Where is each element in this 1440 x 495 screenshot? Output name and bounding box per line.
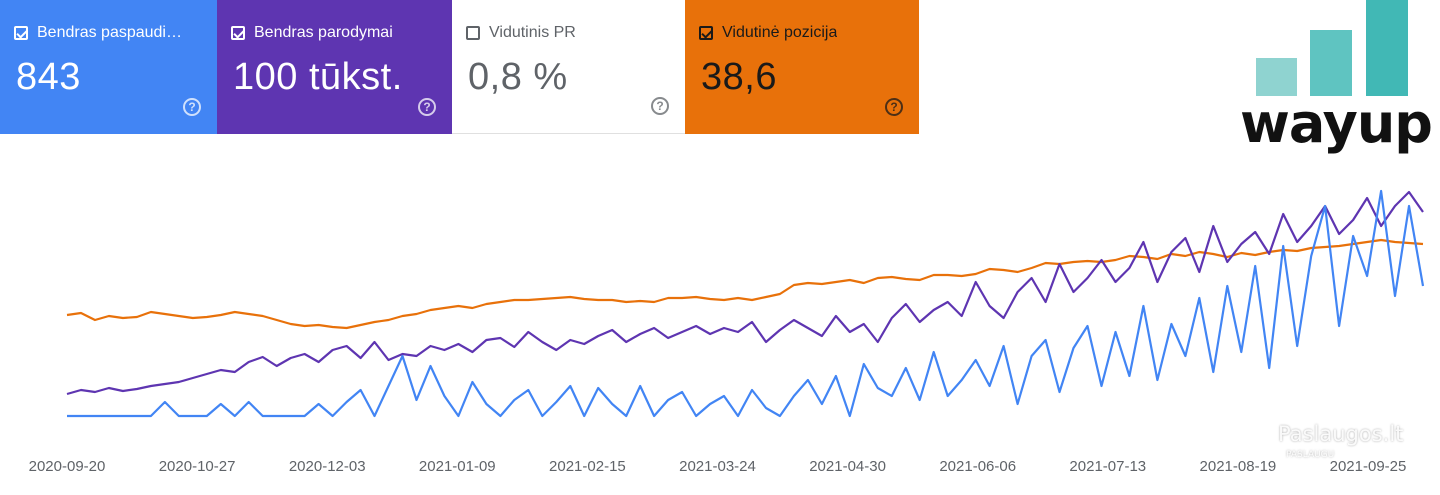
metric-value: 100 tūkst.: [233, 56, 403, 98]
x-tick-label: 2021-03-24: [679, 458, 756, 475]
checkbox-icon[interactable]: [466, 26, 480, 40]
metric-card-clicks[interactable]: Bendras paspaudimai 843 ?: [0, 0, 217, 134]
x-tick-label: 2021-01-09: [419, 458, 496, 475]
metric-card-ctr[interactable]: Vidutinis PR 0,8 % ?: [452, 0, 685, 134]
logo-bar-small: [1256, 58, 1297, 96]
metric-label: Vidutinis PR: [489, 24, 576, 41]
logo-bar-tall: [1366, 0, 1408, 96]
checkbox-icon[interactable]: [14, 26, 28, 40]
x-tick-label: 2020-10-27: [159, 458, 236, 475]
help-icon[interactable]: ?: [183, 98, 201, 116]
logo-bar-medium: [1310, 30, 1352, 96]
series-line-1: [66, 190, 1424, 396]
watermark: Paslaugos.lt: [1278, 422, 1404, 446]
metric-value: 38,6: [701, 56, 777, 98]
metric-value: 0,8 %: [468, 56, 568, 98]
series-line-2: [67, 189, 1425, 418]
metric-cards: Bendras paspaudimai 843 ? Bendras parody…: [0, 0, 919, 134]
x-tick-label: 2021-09-25: [1330, 458, 1407, 475]
metric-value: 843: [16, 56, 81, 98]
x-tick-label: 2021-08-19: [1200, 458, 1277, 475]
metric-card-header: Bendras parodymai: [231, 24, 393, 42]
metric-card-impressions[interactable]: Bendras parodymai 100 tūkst. ?: [217, 0, 452, 134]
series-line-0: [66, 238, 1424, 330]
metric-card-header: Vidutinis PR: [466, 24, 576, 42]
metric-card-header: Bendras paspaudimai: [14, 24, 187, 42]
help-icon[interactable]: ?: [651, 97, 669, 115]
x-tick-label: 2021-07-13: [1069, 458, 1146, 475]
checkbox-icon[interactable]: [699, 26, 713, 40]
x-tick-label: 2020-09-20: [29, 458, 106, 475]
help-icon[interactable]: ?: [418, 98, 436, 116]
checkbox-icon[interactable]: [231, 26, 245, 40]
wayup-logo: wayup: [1238, 0, 1438, 160]
x-axis-ticks: 2020-09-20 2020-10-27 2020-12-03 2021-01-09…: [29, 458, 1407, 475]
metric-card-header: Vidutinė pozicija: [699, 24, 837, 42]
metric-label: Vidutinė pozicija: [722, 24, 838, 41]
metric-card-position[interactable]: Vidutinė pozicija 38,6 ?: [685, 0, 919, 134]
x-tick-label: 2020-12-03: [289, 458, 366, 475]
chart-series: [66, 189, 1425, 418]
performance-chart: 2020-09-20 2020-10-27 2020-12-03 2021-01-09…: [29, 189, 1425, 475]
x-tick-label: 2021-04-30: [809, 458, 886, 475]
metric-label: Bendras parodymai: [254, 24, 393, 41]
x-tick-label: 2021-02-15: [549, 458, 626, 475]
x-tick-label: 2021-06-06: [939, 458, 1016, 475]
logo-text: wayup: [1240, 92, 1433, 155]
metric-label: Bendras paspaudimai: [37, 24, 187, 41]
watermark-subtext: PASLAUGU: [1286, 450, 1335, 460]
help-icon[interactable]: ?: [885, 98, 903, 116]
